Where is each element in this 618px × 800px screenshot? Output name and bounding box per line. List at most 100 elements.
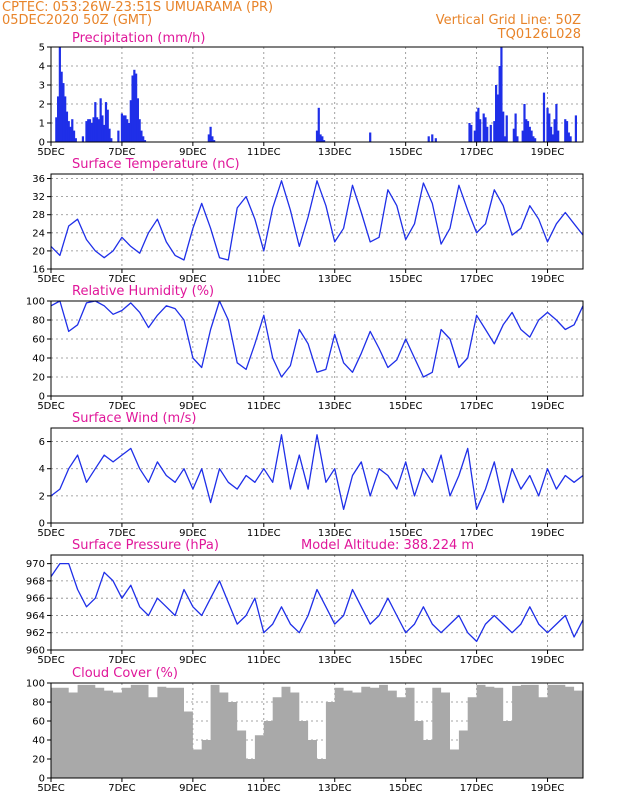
y-tick-label: 80 — [32, 698, 45, 709]
y-tick-label: 3 — [39, 81, 45, 92]
y-tick-label: 24 — [32, 228, 45, 239]
x-tick-label: 17DEC — [460, 147, 494, 158]
precip-bar — [525, 119, 528, 142]
precip-bar — [110, 138, 113, 142]
x-tick-label: 17DEC — [460, 655, 494, 666]
precip-bar — [81, 136, 85, 142]
precip-bar — [94, 102, 97, 142]
precip-bar — [516, 136, 519, 142]
header-run-date: 05DEC2020 50Z (GMT) — [2, 13, 153, 28]
precip-bar — [526, 121, 530, 142]
panel-2: 0 20 40 60 80 100 5DEC 7DEC 9DEC 11DEC 13DEC 15DEC 1… — [26, 284, 584, 412]
precip-bar — [470, 124, 473, 142]
x-tick-label: 15DEC — [389, 655, 423, 666]
panel-title: Surface Pressure (hPa) — [72, 538, 219, 553]
y-tick-label: 964 — [26, 611, 45, 622]
panel-5: 0 20 40 60 80 100 5DEC 7DEC 9DEC 11DEC 13DEC 15DEC 1… — [26, 666, 584, 794]
precip-bar — [71, 119, 74, 142]
precip-bar — [135, 73, 138, 142]
y-tick-label: 0 — [39, 519, 45, 530]
x-tick-label: 15DEC — [389, 147, 423, 158]
panel-title: Cloud Cover (%) — [72, 666, 178, 681]
panel-frame — [50, 554, 584, 651]
precip-bar — [90, 123, 93, 142]
y-tick-label: 40 — [32, 354, 45, 365]
precip-bar — [514, 113, 517, 142]
precip-bar — [87, 119, 90, 142]
y-tick-label: 2 — [39, 491, 45, 502]
precip-bar — [211, 136, 214, 142]
precip-bar — [493, 121, 496, 142]
precip-bar — [369, 132, 372, 142]
precip-bar — [140, 130, 143, 142]
header-model-code: TQ0126L028 — [497, 27, 581, 42]
precip-bar — [136, 98, 139, 142]
panel-title: Precipitation (mm/h) — [72, 31, 205, 46]
precip-bar — [92, 117, 95, 142]
precip-bar — [565, 121, 569, 142]
y-tick-label: 966 — [26, 594, 45, 605]
panel-title: Surface Temperature (nC) — [72, 157, 240, 172]
series-line — [50, 562, 584, 643]
precip-bar — [532, 136, 535, 142]
precip-bar — [142, 136, 145, 142]
header-vertical-grid-line: Vertical Grid Line: 50Z — [435, 13, 581, 28]
precip-bar — [55, 117, 58, 142]
x-tick-label: 11DEC — [247, 528, 281, 539]
x-tick-label: 7DEC — [108, 401, 135, 412]
x-tick-label: 5DEC — [37, 655, 64, 666]
precip-bar — [530, 130, 533, 142]
precip-bar — [74, 138, 77, 142]
y-tick-label: 32 — [32, 192, 45, 203]
precip-bar — [88, 119, 92, 142]
precip-bar — [124, 115, 127, 142]
series-line — [50, 180, 584, 261]
x-tick-label: 9DEC — [179, 783, 206, 794]
x-tick-label: 7DEC — [108, 147, 135, 158]
x-tick-label: 5DEC — [37, 401, 64, 412]
y-tick-label: 0 — [39, 138, 45, 149]
x-tick-label: 7DEC — [108, 783, 135, 794]
x-tick-label: 19DEC — [531, 528, 565, 539]
panel-4: 960 962 964 966 968 970 5DEC 7DEC 9DEC 11DEC 13DEC… — [26, 538, 584, 666]
y-tick-label: 960 — [26, 646, 45, 657]
precip-bar — [56, 96, 60, 142]
y-tick-label: 60 — [32, 335, 45, 346]
precip-bar — [503, 136, 507, 142]
cloud-area — [51, 684, 583, 778]
x-tick-label: 11DEC — [247, 274, 281, 285]
x-tick-label: 7DEC — [108, 655, 135, 666]
precip-bar — [122, 115, 125, 142]
precip-bar — [126, 119, 129, 142]
precip-bar — [321, 136, 324, 142]
precip-bar — [65, 111, 69, 142]
x-tick-label: 5DEC — [37, 528, 64, 539]
precip-bar — [133, 69, 136, 142]
panel-3: 0 2 4 6 5DEC 7DEC 9DEC 11DEC 13DEC 15DEC 17DEC 19DE… — [37, 411, 584, 539]
precip-bar — [103, 124, 106, 142]
y-tick-label: 968 — [26, 576, 45, 587]
y-tick-label: 0 — [39, 774, 45, 785]
x-tick-label: 15DEC — [389, 274, 423, 285]
precip-bar — [207, 134, 210, 142]
precip-bar — [484, 117, 487, 142]
x-tick-label: 11DEC — [247, 655, 281, 666]
precip-bar — [555, 104, 558, 142]
series-line — [50, 434, 584, 511]
x-tick-label: 15DEC — [389, 401, 423, 412]
panel-frame — [50, 427, 584, 524]
precip-bar — [60, 71, 63, 142]
precip-bar — [468, 123, 471, 142]
y-tick-label: 1 — [39, 119, 45, 130]
precip-bar — [486, 126, 489, 142]
precip-bar — [512, 128, 515, 142]
precip-bar — [120, 113, 124, 142]
precip-bar — [521, 130, 524, 142]
precip-bar — [97, 119, 100, 142]
precip-bar — [72, 130, 76, 142]
precip-bar — [106, 109, 109, 142]
x-tick-label: 19DEC — [531, 401, 565, 412]
panel-title: Relative Humidity (%) — [72, 284, 214, 299]
panel-frame — [50, 173, 584, 270]
